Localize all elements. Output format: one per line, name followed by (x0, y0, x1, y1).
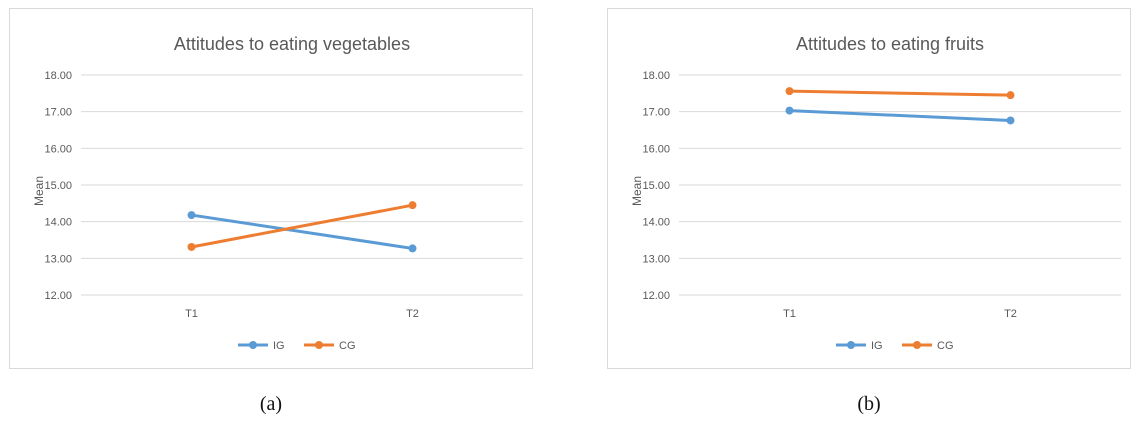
y-tick-label: 17.00 (44, 107, 72, 119)
legend-label-cg: CG (937, 340, 954, 352)
chart-panel-vegetables: Attitudes to eating vegetables 12.00 13.00… (9, 8, 533, 369)
chart-title: Attitudes to eating fruits (796, 34, 984, 54)
y-tick-label: 13.00 (642, 253, 670, 265)
y-tick-label: 13.00 (44, 253, 72, 265)
legend-label-cg: CG (339, 340, 356, 352)
y-tick-label: 14.00 (642, 217, 670, 229)
y-tick-label: 12.00 (642, 290, 670, 302)
data-point-ig (187, 211, 196, 220)
data-point-cg (187, 242, 196, 251)
legend-marker-cg (315, 341, 323, 349)
legend-label-ig: IG (871, 340, 883, 352)
data-point-ig (408, 244, 417, 253)
y-axis-label: Mean (630, 176, 644, 206)
x-tick-label: T2 (1004, 308, 1017, 320)
data-point-ig (785, 106, 794, 115)
x-tick-label: T1 (783, 308, 796, 320)
x-tick-label: T2 (406, 308, 419, 320)
y-tick-label: 15.00 (642, 180, 670, 192)
y-axis-label: Mean (32, 176, 46, 206)
y-tick-label: 16.00 (642, 143, 670, 155)
chart-title: Attitudes to eating vegetables (174, 34, 410, 54)
series-line-ig (190, 213, 414, 250)
chart-svg-vegetables: Attitudes to eating vegetables 12.00 13.00… (32, 34, 523, 352)
legend-marker-cg (913, 341, 921, 349)
y-tick-label: 18.00 (642, 70, 670, 82)
y-tick-label: 12.00 (44, 290, 72, 302)
legend-marker-ig (847, 341, 855, 349)
series-line-cg (190, 203, 414, 249)
caption-b: (b) (857, 393, 881, 415)
chart-panel-fruits: Attitudes to eating fruits 12.00 13.00 14.0… (607, 8, 1131, 369)
data-point-ig (1006, 116, 1015, 125)
y-tick-label: 16.00 (44, 143, 72, 155)
caption-a: (a) (259, 393, 283, 415)
data-point-cg (785, 87, 794, 96)
y-tick-label: 17.00 (642, 107, 670, 119)
chart-svg-fruits: Attitudes to eating fruits 12.00 13.00 14.0… (630, 34, 1121, 352)
series-line-cg (788, 89, 1012, 97)
data-point-cg (408, 201, 417, 210)
x-tick-label: T1 (185, 308, 198, 320)
legend-marker-ig (249, 341, 257, 349)
y-tick-label: 18.00 (44, 70, 72, 82)
y-tick-label: 14.00 (44, 217, 72, 229)
y-tick-label: 15.00 (44, 180, 72, 192)
data-point-cg (1006, 91, 1015, 100)
legend-label-ig: IG (273, 340, 285, 352)
series-line-ig (788, 109, 1012, 122)
